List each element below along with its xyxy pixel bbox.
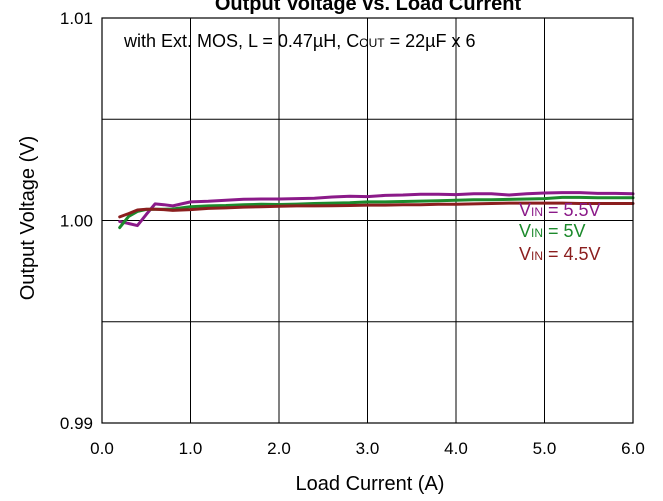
- x-axis-label: Load Current (A): [296, 473, 445, 495]
- x-tick-label: 5.0: [533, 439, 557, 458]
- x-tick-label: 0.0: [90, 439, 114, 458]
- y-tick-label: 1.01: [60, 9, 93, 28]
- y-tick-labels: 0.99 1.00 1.01: [60, 9, 93, 433]
- y-tick-label: 1.00: [60, 212, 93, 231]
- annotation-suffix: = 22µF x 6: [385, 31, 476, 51]
- annotation-sub: OUT: [359, 36, 385, 50]
- x-tick-labels: 0.0 1.0 2.0 3.0 4.0 5.0 6.0: [90, 439, 645, 458]
- plot-frame: [101, 17, 634, 424]
- legend-entry: VIN = 5V: [519, 221, 586, 241]
- series-line: [118, 191, 635, 228]
- x-tick-label: 2.0: [267, 439, 291, 458]
- series-lines: [118, 191, 635, 230]
- series-line: [118, 201, 635, 219]
- gridlines: [102, 18, 633, 423]
- x-tick-label: 4.0: [444, 439, 468, 458]
- annotation-prefix: with Ext. MOS, L = 0.47µH, C: [123, 31, 359, 51]
- legend-entry: VIN = 4.5V: [519, 244, 601, 264]
- y-axis-label: Output Voltage (V): [17, 136, 39, 301]
- x-tick-label: 3.0: [356, 439, 380, 458]
- legend-entry: VIN = 5.5V: [519, 200, 601, 220]
- y-tick-label: 0.99: [60, 414, 93, 433]
- x-tick-label: 1.0: [179, 439, 203, 458]
- condition-annotation: with Ext. MOS, L = 0.47µH, COUT = 22µF x…: [123, 31, 476, 51]
- chart-title: Output Voltage vs. Load Current: [215, 0, 522, 15]
- x-tick-label: 6.0: [621, 439, 645, 458]
